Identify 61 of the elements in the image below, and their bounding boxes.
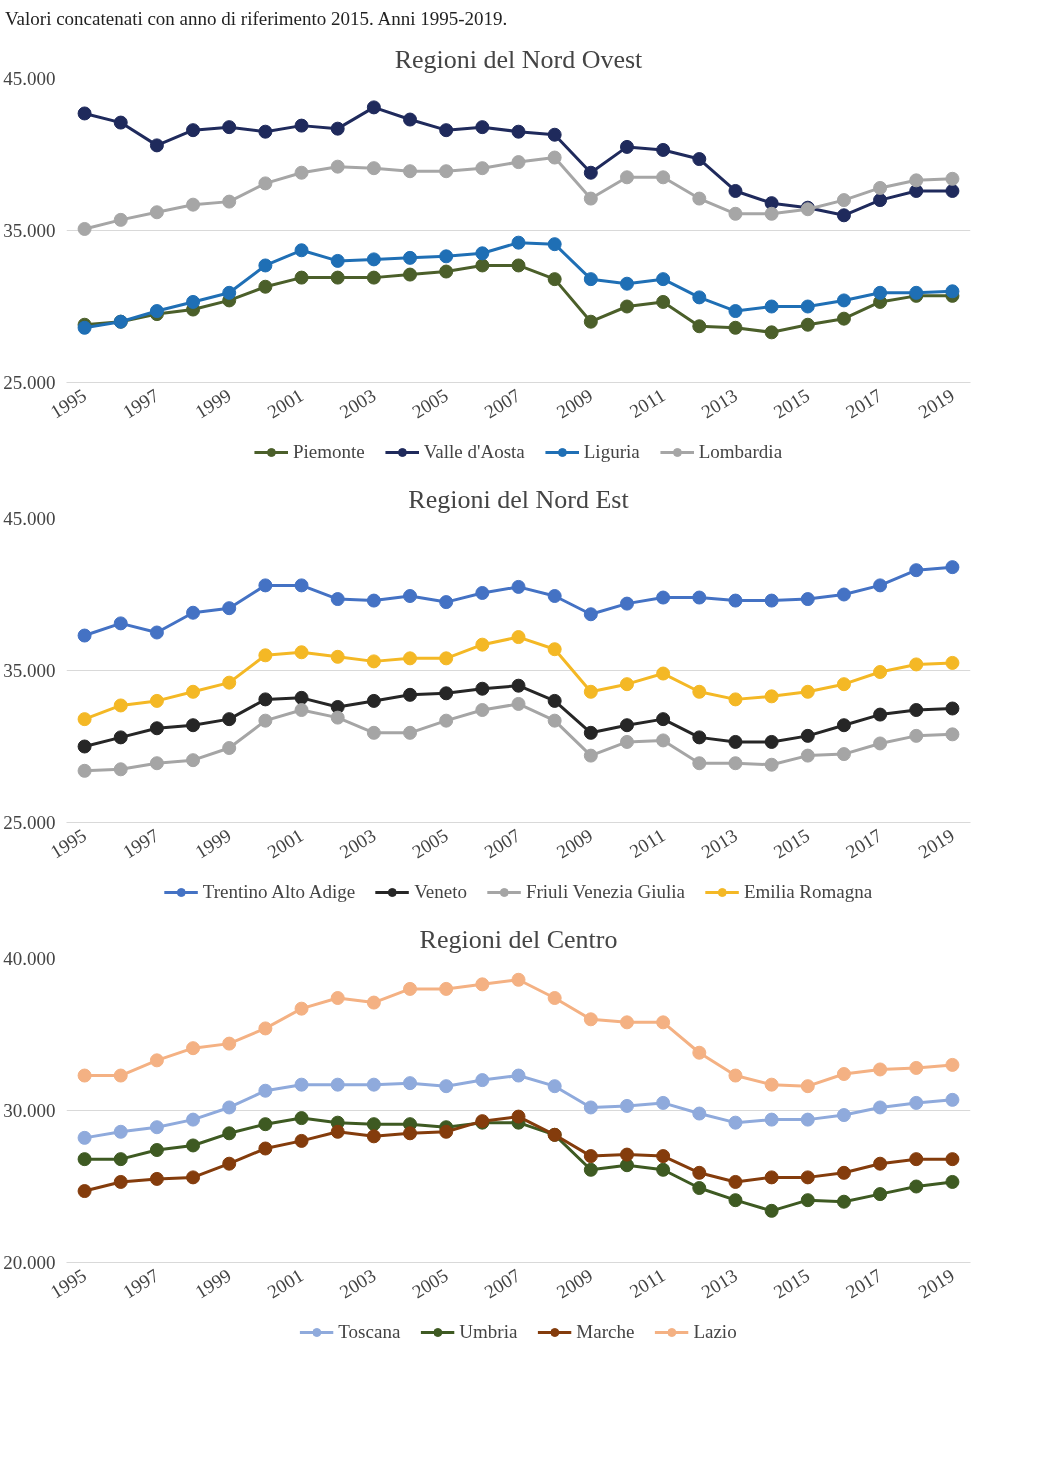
legend-label: Friuli Venezia Giulia	[525, 881, 685, 904]
x-tick-label: 2011	[625, 824, 669, 863]
x-tick-label: 2019	[914, 1264, 958, 1303]
x-tick-label: 1997	[119, 824, 163, 863]
x-tick-label: 2017	[842, 1264, 886, 1303]
x-tick-label: 2005	[408, 384, 452, 423]
x-tick-label: 2003	[335, 384, 380, 423]
legend-label: Valle d'Aosta	[423, 441, 525, 464]
y-tick-label: 35.000	[3, 220, 56, 242]
x-tick-label: 2013	[697, 824, 741, 863]
x-tick-label: 2017	[842, 824, 886, 863]
x-tick-label: 2001	[263, 1264, 307, 1303]
x-tick-label: 2005	[408, 1264, 452, 1303]
x-tick-label: 1997	[119, 1264, 163, 1303]
x-tick-label: 2015	[769, 1264, 814, 1303]
y-tick-label: 35.000	[3, 660, 56, 682]
legend-label: Piemonte	[292, 441, 365, 464]
x-tick-label: 1999	[191, 1264, 235, 1303]
legend-label: Marche	[576, 1321, 635, 1344]
x-tick-label: 2015	[769, 824, 814, 863]
y-tick-label: 40.000	[3, 948, 56, 970]
x-tick-label: 2013	[697, 384, 741, 423]
x-tick-label: 2009	[552, 824, 597, 863]
legend-label: Umbria	[459, 1321, 518, 1344]
x-tick-label: 1999	[191, 824, 235, 863]
y-tick-label: 45.000	[3, 68, 56, 90]
x-tick-label: 2015	[769, 384, 814, 423]
y-tick-label: 30.000	[3, 1100, 56, 1122]
x-tick-label: 2019	[914, 824, 958, 863]
x-tick-label: 1999	[191, 384, 235, 423]
x-tick-label: 2001	[263, 384, 307, 423]
x-tick-label: 2003	[335, 824, 380, 863]
chart-title: Regioni del Centro	[419, 924, 618, 954]
x-tick-label: 2007	[480, 384, 524, 423]
x-tick-label: 2011	[625, 384, 669, 423]
x-tick-label: 2011	[625, 1264, 669, 1303]
x-tick-label: 2003	[335, 1264, 380, 1303]
x-tick-label: 2009	[552, 384, 597, 423]
y-tick-label: 45.000	[3, 508, 56, 530]
legend-label: Emilia Romagna	[743, 881, 873, 904]
x-tick-label: 2017	[842, 384, 886, 423]
chart-title: Regioni del Nord Ovest	[394, 44, 644, 74]
x-tick-label: 2007	[480, 1264, 524, 1303]
x-tick-label: 1997	[119, 384, 163, 423]
legend-label: Lombardia	[698, 441, 783, 464]
y-tick-label: 20.000	[3, 1252, 56, 1274]
chart-title: Regioni del Nord Est	[408, 484, 630, 514]
x-tick-label: 2007	[480, 824, 524, 863]
x-tick-label: 2009	[552, 1264, 597, 1303]
legend-label: Toscana	[338, 1321, 401, 1344]
y-tick-label: 25.000	[3, 812, 56, 834]
x-tick-label: 2019	[914, 384, 958, 423]
legend-label: Liguria	[583, 441, 640, 464]
x-tick-label: 2013	[697, 1264, 741, 1303]
legend-label: Veneto	[414, 881, 467, 904]
legend-label: Trentino Alto Adige	[202, 881, 356, 904]
x-tick-label: 2005	[408, 824, 452, 863]
y-tick-label: 25.000	[3, 372, 56, 394]
x-tick-label: 2001	[263, 824, 307, 863]
text: Valori concatenati con anno di riferimento 2015. Anni 1995-2019.	[5, 7, 508, 31]
legend-label: Lazio	[693, 1321, 737, 1344]
